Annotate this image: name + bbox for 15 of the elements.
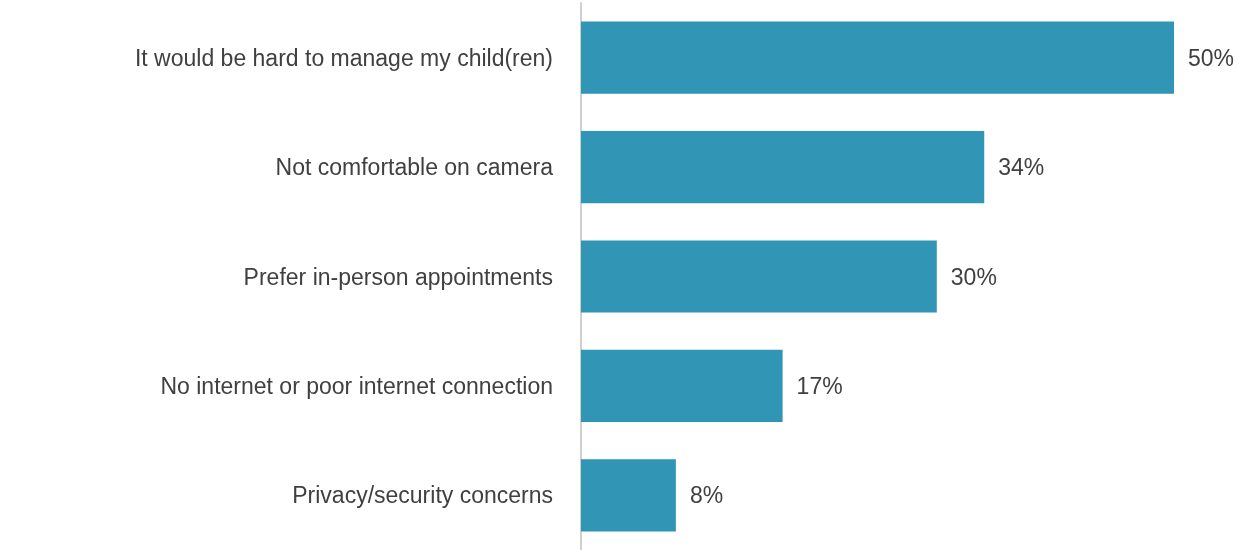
bar: [581, 240, 937, 313]
y-tick-label: No internet or poor internet connection: [160, 372, 553, 399]
bar: [581, 131, 985, 204]
data-label: 17%: [796, 372, 843, 399]
y-tick-label: Not comfortable on camera: [275, 154, 554, 181]
bar: [581, 21, 1174, 94]
y-tick-label: Prefer in-person appointments: [243, 263, 553, 290]
y-tick-label: Privacy/security concerns: [292, 482, 553, 509]
data-label: 34%: [998, 154, 1045, 181]
data-label: 50%: [1188, 44, 1235, 71]
data-label: 30%: [950, 263, 997, 290]
bar: [581, 349, 783, 422]
data-label: 8%: [689, 482, 724, 509]
bar: [581, 459, 676, 532]
y-tick-label: It would be hard to manage my child(ren): [134, 44, 553, 71]
